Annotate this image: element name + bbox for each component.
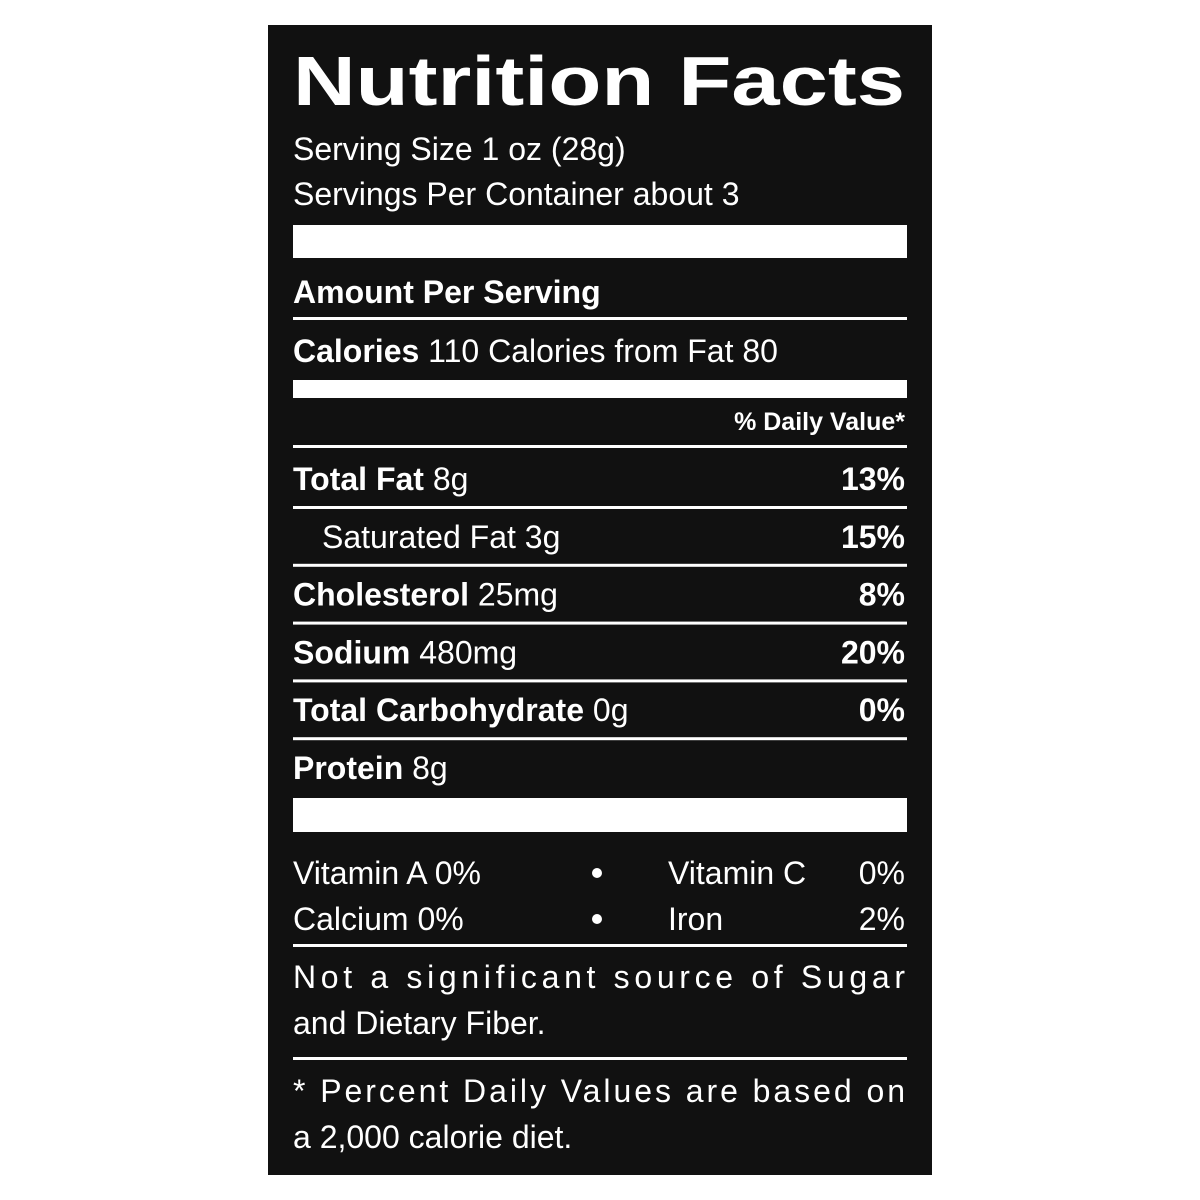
amount-per-serving: Amount Per Serving: [293, 274, 601, 310]
rule: [293, 563, 907, 567]
vitamin: Vitamin A 0%: [293, 855, 481, 891]
note-line: Not a significant source of Sugar: [293, 959, 905, 995]
title: Nutrition Facts: [293, 42, 905, 120]
servings-per-container: Servings Per Container about 3: [293, 176, 739, 212]
nutrient-amount: 480mg: [419, 634, 517, 670]
thick-rule: [293, 225, 907, 258]
nutrient-amount: 3g: [525, 519, 561, 555]
nutrient-amount: 8g: [412, 750, 448, 786]
label-panel: [268, 25, 932, 1175]
daily-value: 0%: [859, 692, 905, 728]
nutrient: Protein 8g: [293, 750, 448, 786]
nutrient: Sodium 480mg: [293, 634, 517, 670]
mineral-value: 0%: [417, 901, 463, 937]
medium-rule: [293, 380, 907, 398]
nutrient-amount: 0g: [593, 692, 629, 728]
mineral: Calcium 0%: [293, 901, 464, 937]
footnote-line: * Percent Daily Values are based on: [293, 1073, 905, 1109]
daily-value: 8%: [859, 577, 905, 613]
daily-value: 20%: [841, 634, 905, 670]
thick-rule: [293, 798, 907, 832]
daily-value-header: % Daily Value*: [734, 408, 905, 436]
calories-label: Calories: [293, 333, 419, 369]
calories: Calories 110 Calories from Fat 80: [293, 333, 778, 369]
footnote-line: a 2,000 calorie diet.: [293, 1119, 572, 1155]
nutrient: Saturated Fat 3g: [322, 519, 560, 555]
rule: [293, 621, 907, 625]
nutrient-label: Total Carbohydrate: [293, 692, 584, 728]
nutrient-label: Saturated Fat: [322, 519, 516, 555]
nutrient: Cholesterol 25mg: [293, 577, 558, 613]
vitamin-name: Vitamin A: [293, 855, 428, 891]
note-line: and Dietary Fiber.: [293, 1005, 546, 1041]
nutrient-label: Total Fat: [293, 461, 424, 497]
rule: [293, 944, 907, 947]
calories-amount: 110 Calories from Fat 80: [428, 333, 778, 369]
nutrient-amount: 25mg: [478, 577, 558, 613]
daily-value: 13%: [841, 461, 905, 497]
rule: [293, 679, 907, 683]
bullet: [592, 868, 602, 878]
nutrient-rows: Total Fat 8g 13% Saturated Fat 3g 15% Choles…: [293, 445, 907, 786]
nutrient: Total Carbohydrate 0g: [293, 692, 628, 728]
vitamin-value: 0%: [859, 855, 905, 891]
rule: [293, 1057, 907, 1060]
rule: [293, 506, 907, 509]
rule: [293, 445, 907, 448]
nutrient-label: Sodium: [293, 634, 410, 670]
rule: [293, 317, 907, 320]
rule: [293, 737, 907, 741]
nutrient-amount: 8g: [433, 461, 469, 497]
serving-size: Serving Size 1 oz (28g): [293, 131, 626, 167]
nutrient-label: Protein: [293, 750, 403, 786]
vitamin: Vitamin C: [668, 855, 806, 891]
mineral-name: Calcium: [293, 901, 409, 937]
mineral: Iron: [668, 901, 723, 937]
mineral-value: 2%: [859, 901, 905, 937]
daily-value: 15%: [841, 519, 905, 555]
vitamin-value: 0%: [435, 855, 481, 891]
bullet: [592, 914, 602, 924]
nutrient: Total Fat 8g: [293, 461, 468, 497]
nutrient-label: Cholesterol: [293, 577, 469, 613]
